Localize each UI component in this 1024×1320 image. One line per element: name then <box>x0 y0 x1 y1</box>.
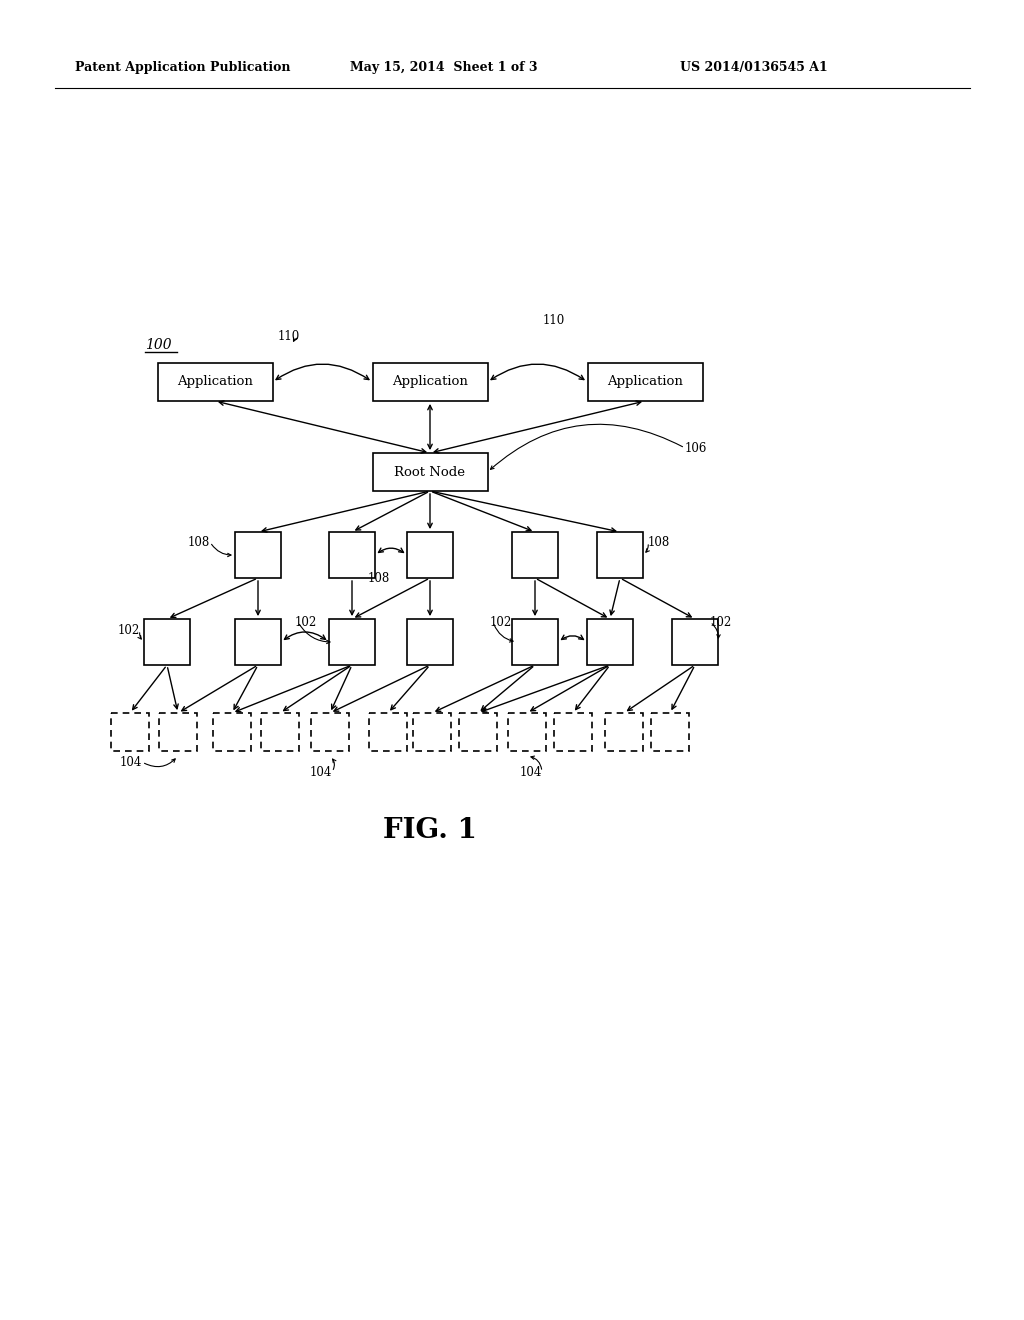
Text: May 15, 2014  Sheet 1 of 3: May 15, 2014 Sheet 1 of 3 <box>350 62 538 74</box>
Text: US 2014/0136545 A1: US 2014/0136545 A1 <box>680 62 827 74</box>
Bar <box>407 532 453 578</box>
Bar <box>587 619 633 665</box>
Bar <box>512 532 558 578</box>
Bar <box>144 619 190 665</box>
Text: Application: Application <box>392 375 468 388</box>
Bar <box>111 713 150 751</box>
Text: Patent Application Publication: Patent Application Publication <box>75 62 291 74</box>
Bar <box>512 619 558 665</box>
Text: FIG. 1: FIG. 1 <box>383 817 477 843</box>
Bar <box>234 532 281 578</box>
Bar <box>329 619 375 665</box>
Bar <box>369 713 407 751</box>
Bar <box>459 713 497 751</box>
Bar <box>373 453 487 491</box>
Bar <box>651 713 689 751</box>
Bar <box>508 713 546 751</box>
Text: 108: 108 <box>368 572 390 585</box>
Bar <box>672 619 718 665</box>
Bar <box>588 363 702 401</box>
Bar <box>597 532 643 578</box>
Bar <box>413 713 451 751</box>
Text: 104: 104 <box>520 766 543 779</box>
Text: 102: 102 <box>490 615 512 628</box>
Text: 100: 100 <box>145 338 172 352</box>
Bar <box>407 619 453 665</box>
Text: 108: 108 <box>648 536 671 549</box>
Bar <box>329 532 375 578</box>
Text: 102: 102 <box>118 623 140 636</box>
Text: Application: Application <box>177 375 253 388</box>
Text: 102: 102 <box>710 615 732 628</box>
Text: 110: 110 <box>278 330 300 343</box>
Text: 106: 106 <box>685 441 708 454</box>
Bar <box>234 619 281 665</box>
Bar <box>159 713 197 751</box>
Bar <box>311 713 349 751</box>
Text: 104: 104 <box>120 755 142 768</box>
Bar <box>605 713 643 751</box>
Text: 102: 102 <box>295 615 317 628</box>
Text: Root Node: Root Node <box>394 466 466 479</box>
Bar <box>213 713 251 751</box>
Bar <box>261 713 299 751</box>
Text: 104: 104 <box>310 766 333 779</box>
Text: Application: Application <box>607 375 683 388</box>
Bar <box>158 363 272 401</box>
Bar <box>554 713 592 751</box>
Bar <box>373 363 487 401</box>
Text: 108: 108 <box>188 536 210 549</box>
Text: 110: 110 <box>543 314 565 326</box>
